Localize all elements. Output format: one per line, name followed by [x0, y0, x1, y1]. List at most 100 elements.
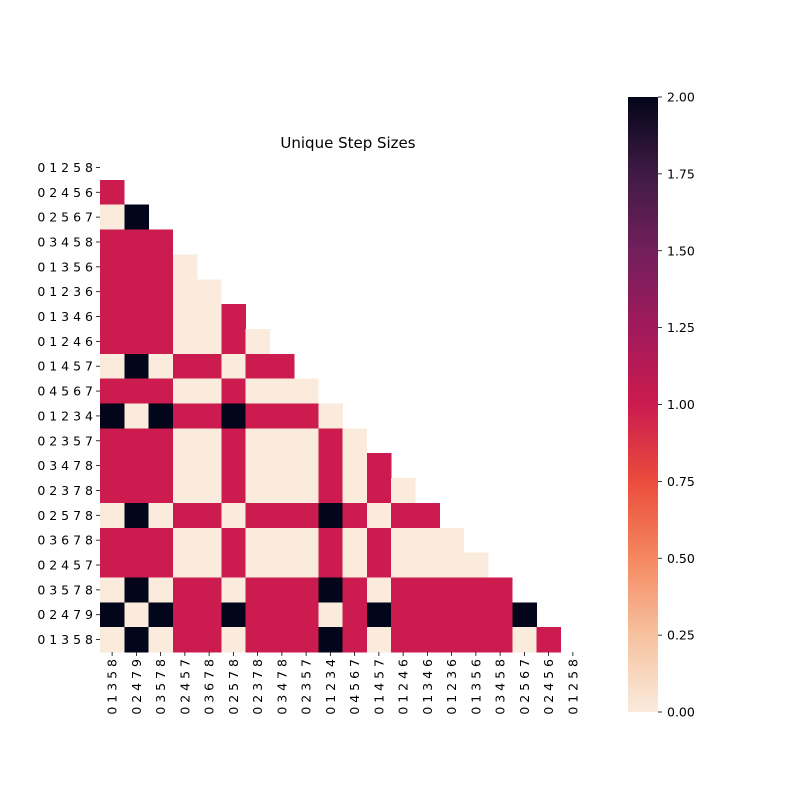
colorbar-tick-label: 2.00 — [667, 90, 695, 105]
cell-r7-c3 — [172, 328, 198, 355]
cell-r2-c0 — [100, 204, 125, 230]
cell-r12-c8 — [294, 453, 319, 479]
cell-r16-c6 — [245, 552, 271, 578]
x-axis: 0 1 3 5 8 0 2 4 7 9 0 3 5 7 8 0 2 4 5 7 0 3 … — [105, 652, 580, 715]
cell-r18-c2 — [148, 602, 174, 628]
cell-r18-c15 — [463, 602, 489, 628]
y-tick-label: 0 1 2 5 8 — [37, 160, 93, 175]
cell-r14-c0 — [100, 502, 125, 529]
cell-r14-c5 — [221, 502, 246, 529]
cell-r13-c8 — [294, 478, 319, 504]
cell-r11-c7 — [269, 428, 295, 454]
y-tick-label: 0 1 3 5 8 — [37, 632, 93, 647]
cell-r13-c9 — [318, 478, 343, 504]
colorbar-tick-label: 1.50 — [667, 243, 695, 258]
cell-r15-c14 — [439, 527, 465, 553]
cell-r9-c2 — [148, 378, 174, 404]
y-axis: 0 1 2 5 8 0 2 4 5 6 0 2 5 6 7 0 3 4 5 8 0 1 … — [37, 160, 100, 647]
cell-r12-c1 — [124, 453, 149, 479]
cell-r11-c1 — [124, 428, 149, 454]
cell-r18-c17 — [512, 602, 537, 628]
cell-r18-c3 — [172, 602, 198, 628]
cell-r10-c9 — [318, 403, 343, 429]
cell-r7-c6 — [245, 328, 271, 355]
cell-r9-c0 — [100, 378, 125, 404]
x-tick-label: 0 3 5 7 8 — [153, 659, 168, 715]
cell-r11-c3 — [172, 428, 198, 454]
cell-r17-c6 — [245, 577, 271, 603]
cell-r4-c2 — [148, 254, 174, 280]
cell-r7-c5 — [221, 328, 246, 355]
cell-r12-c0 — [100, 453, 125, 479]
cell-r5-c0 — [100, 279, 125, 305]
cell-r17-c0 — [100, 577, 125, 603]
cell-r16-c14 — [439, 552, 465, 578]
cell-r7-c0 — [100, 328, 125, 355]
cell-r12-c6 — [245, 453, 271, 479]
cell-r17-c10 — [342, 577, 368, 603]
colorbar-tick-label: 0.00 — [667, 705, 695, 720]
cell-r15-c12 — [391, 527, 416, 553]
cell-r6-c1 — [124, 304, 149, 330]
colorbar-tick-label: 1.75 — [667, 166, 695, 181]
x-tick-label: 0 2 4 5 6 — [541, 659, 556, 715]
y-tick-label: 0 2 3 5 7 — [37, 433, 93, 448]
cell-r13-c6 — [245, 478, 271, 504]
cell-r19-c13 — [415, 627, 440, 653]
cell-r16-c5 — [221, 552, 246, 578]
y-tick-label: 0 1 3 4 6 — [37, 309, 93, 324]
cell-r10-c2 — [148, 403, 174, 429]
cell-r14-c10 — [342, 502, 368, 529]
cell-r14-c3 — [172, 502, 198, 529]
cell-r10-c0 — [100, 403, 125, 429]
colorbar-tick-label: 1.00 — [667, 397, 695, 412]
cell-r6-c3 — [172, 304, 198, 330]
cell-r16-c12 — [391, 552, 416, 578]
cell-r4-c0 — [100, 254, 125, 280]
x-tick-label: 0 1 2 3 4 — [323, 659, 338, 715]
cell-r19-c9 — [318, 627, 343, 653]
y-tick-label: 0 1 3 5 6 — [37, 259, 93, 274]
cell-r18-c11 — [366, 602, 392, 628]
cell-r4-c3 — [172, 254, 198, 280]
cell-r13-c12 — [391, 478, 416, 504]
y-tick-label: 0 1 2 3 6 — [37, 284, 93, 299]
cell-r12-c7 — [269, 453, 295, 479]
x-tick-label: 0 4 5 6 7 — [347, 659, 362, 715]
cell-r17-c3 — [172, 577, 198, 603]
cell-r12-c10 — [342, 453, 368, 479]
cell-r19-c4 — [197, 627, 222, 653]
cell-r16-c10 — [342, 552, 368, 578]
cell-r13-c2 — [148, 478, 174, 504]
cell-r15-c4 — [197, 527, 222, 553]
cell-r17-c11 — [366, 577, 392, 603]
cell-r9-c7 — [269, 378, 295, 404]
cell-r18-c10 — [342, 602, 368, 628]
cell-r13-c0 — [100, 478, 125, 504]
cell-r17-c12 — [391, 577, 416, 603]
cell-r13-c1 — [124, 478, 149, 504]
cell-r19-c11 — [366, 627, 392, 653]
cell-r16-c8 — [294, 552, 319, 578]
cell-r6-c2 — [148, 304, 174, 330]
x-tick-label: 0 2 5 6 7 — [517, 659, 532, 715]
cell-r12-c3 — [172, 453, 198, 479]
cell-r13-c7 — [269, 478, 295, 504]
cell-r16-c1 — [124, 552, 149, 578]
cell-r18-c7 — [269, 602, 295, 628]
cell-r16-c2 — [148, 552, 174, 578]
cell-r8-c3 — [172, 353, 198, 380]
cell-r3-c2 — [148, 229, 174, 255]
cell-r14-c1 — [124, 502, 149, 529]
cell-r3-c1 — [124, 229, 149, 255]
cell-r15-c2 — [148, 527, 174, 553]
cell-r18-c13 — [415, 602, 440, 628]
cell-r9-c8 — [294, 378, 319, 404]
x-tick-label: 0 1 3 5 6 — [468, 659, 483, 715]
cell-r17-c4 — [197, 577, 222, 603]
cell-r15-c6 — [245, 527, 271, 553]
cell-r9-c5 — [221, 378, 246, 404]
y-tick-label: 0 2 3 7 8 — [37, 483, 93, 498]
cell-r19-c15 — [463, 627, 489, 653]
cell-r7-c2 — [148, 328, 174, 355]
